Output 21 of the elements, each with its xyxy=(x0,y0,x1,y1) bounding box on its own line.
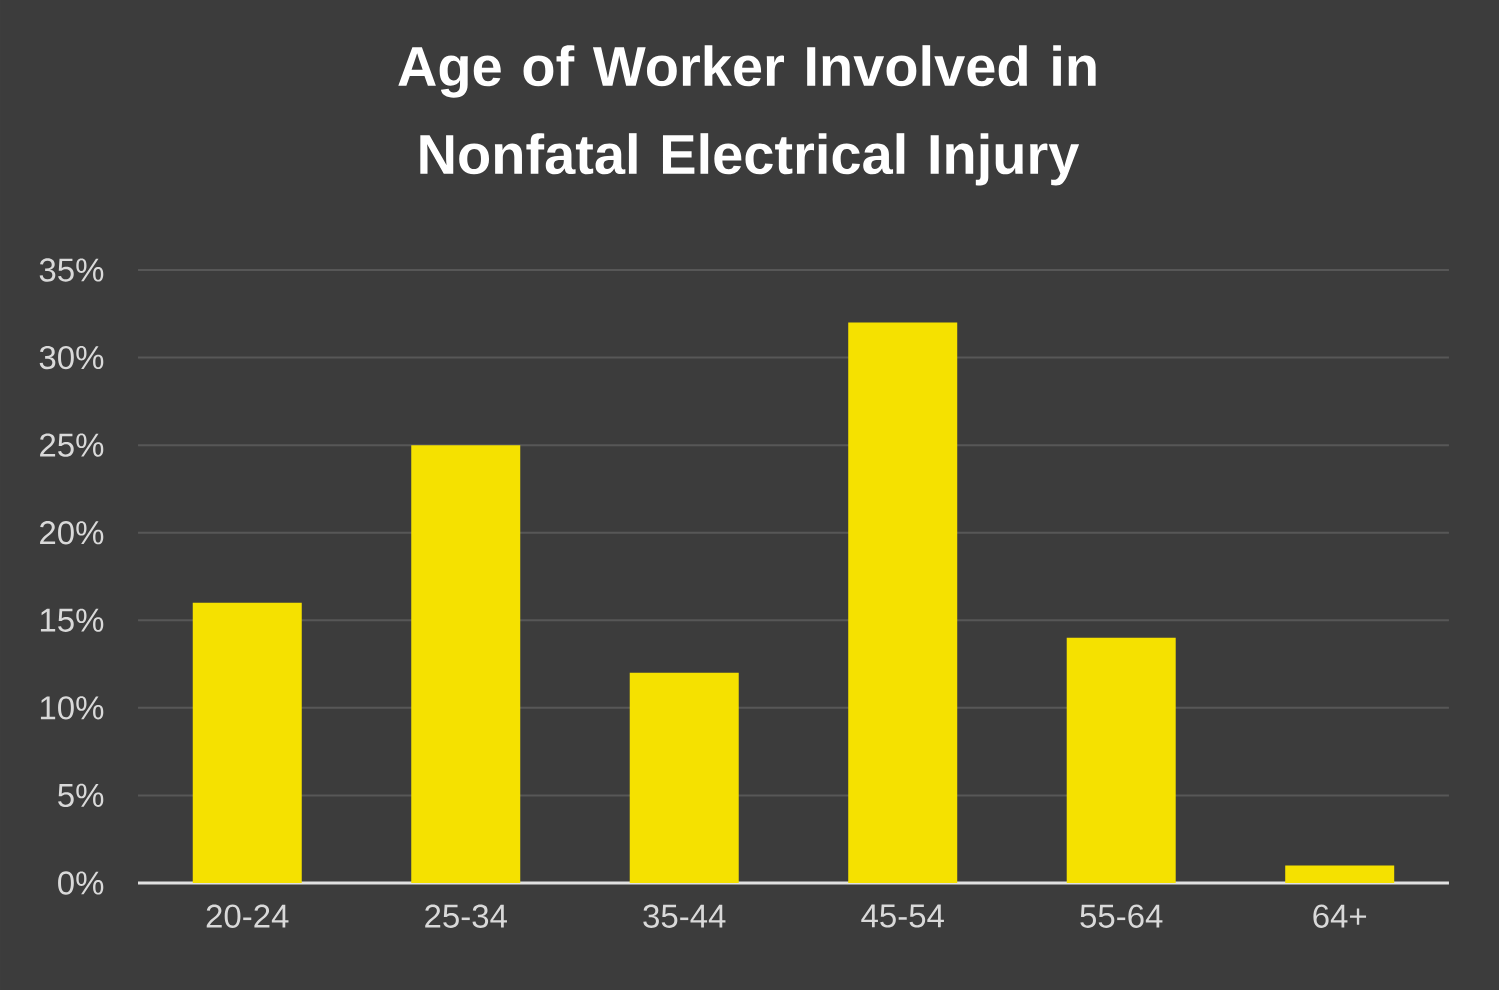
x-tick-label: 55-64 xyxy=(1080,904,1163,928)
y-tick-label: 0% xyxy=(58,871,104,895)
bar xyxy=(192,602,302,883)
bar xyxy=(848,322,958,883)
y-tick-label: 35% xyxy=(39,258,104,282)
x-tick-label: 45-54 xyxy=(861,904,944,928)
y-tick-label: 5% xyxy=(58,783,104,808)
y-tick-label: 30% xyxy=(39,345,104,370)
y-tick-label: 25% xyxy=(40,433,104,457)
x-tick-label: 64+ xyxy=(1313,904,1367,928)
chart-title: Age of Worker Involved in Nonfatal Electrical Injury xyxy=(398,45,1096,186)
bar xyxy=(411,445,521,883)
y-tick-label: 20% xyxy=(40,521,104,545)
y-tick-label: 10% xyxy=(40,696,104,720)
bar xyxy=(1066,637,1176,883)
x-tick-label: 25-34 xyxy=(425,904,507,928)
x-tick-label: 35-44 xyxy=(643,904,726,928)
x-tick-label: 20-24 xyxy=(206,904,289,928)
y-tick-label: 15% xyxy=(40,608,104,632)
bar xyxy=(629,672,739,883)
bar xyxy=(1285,865,1395,883)
